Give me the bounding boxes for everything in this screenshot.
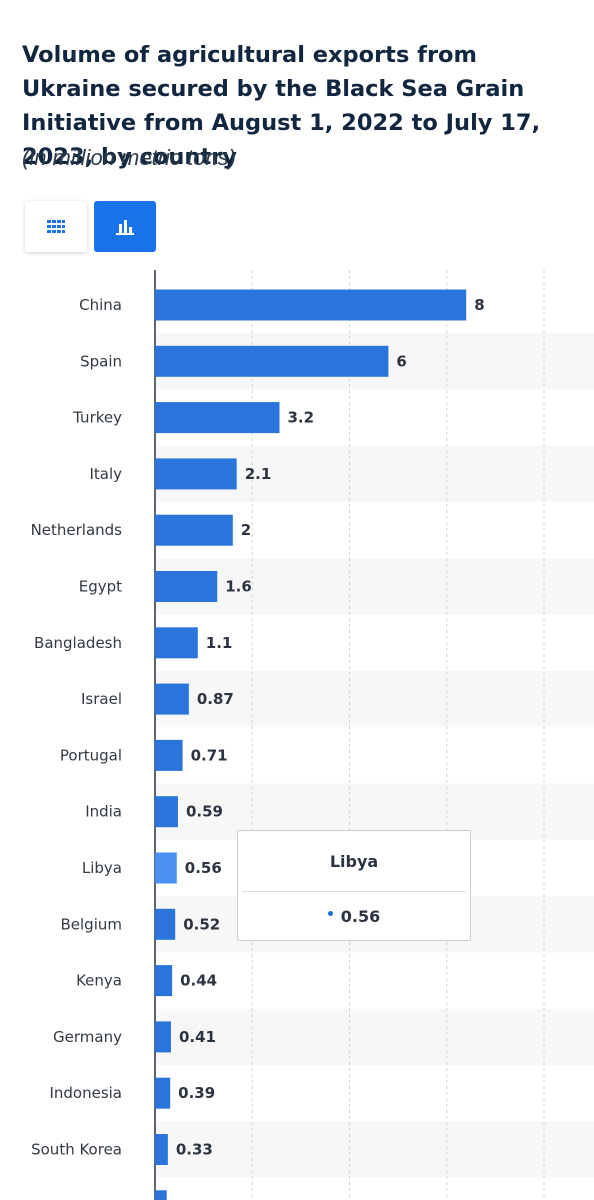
value-label: 2 bbox=[241, 521, 251, 539]
bar-south-korea[interactable] bbox=[155, 1134, 168, 1165]
value-label: 0.52 bbox=[183, 915, 220, 933]
category-label: South Korea bbox=[31, 1141, 122, 1159]
value-label: 6 bbox=[396, 352, 406, 370]
value-label: 0.44 bbox=[180, 972, 217, 990]
category-label: Libya bbox=[82, 859, 122, 877]
row-band bbox=[155, 558, 594, 615]
category-label: Turkey bbox=[72, 409, 122, 427]
bar-turkey[interactable] bbox=[155, 402, 280, 434]
value-label: 1.6 bbox=[225, 578, 252, 596]
category-label: Portugal bbox=[60, 746, 122, 764]
chart-subtitle: (in million metric tons) bbox=[22, 145, 236, 170]
chart-title: Volume of agricultural exports from Ukra… bbox=[22, 42, 541, 170]
chart-view-button[interactable] bbox=[94, 201, 156, 252]
category-label: Israel bbox=[81, 690, 122, 708]
category-label: Netherlands bbox=[31, 521, 123, 539]
value-label: 0.59 bbox=[186, 803, 223, 821]
value-label: 0.71 bbox=[191, 746, 228, 764]
series-dot-icon bbox=[327, 910, 333, 916]
bar-germany[interactable] bbox=[155, 1021, 171, 1053]
bar-portugal[interactable] bbox=[155, 739, 183, 771]
category-label: Belgium bbox=[61, 915, 123, 933]
value-label: 3.2 bbox=[287, 409, 314, 427]
bar-partial bbox=[155, 1190, 167, 1200]
value-label: 0.87 bbox=[197, 690, 234, 708]
category-label: Bangladesh bbox=[34, 634, 122, 652]
tooltip: Libya 0.56 bbox=[237, 830, 471, 941]
category-label: Italy bbox=[89, 465, 122, 483]
category-label: Spain bbox=[80, 352, 122, 370]
bar-spain[interactable] bbox=[155, 345, 389, 377]
category-label: Egypt bbox=[79, 578, 122, 596]
value-label: 1.1 bbox=[206, 634, 233, 652]
value-label: 8 bbox=[474, 296, 484, 314]
bar-libya[interactable] bbox=[155, 852, 177, 884]
row-band bbox=[155, 670, 594, 728]
bar-kenya[interactable] bbox=[155, 965, 173, 997]
value-label: 0.39 bbox=[178, 1084, 215, 1102]
category-label: Kenya bbox=[76, 972, 122, 990]
row-band bbox=[155, 1121, 594, 1178]
value-label: 0.56 bbox=[185, 859, 222, 877]
row-band bbox=[155, 1008, 594, 1066]
grid-icon bbox=[47, 219, 65, 233]
value-label: 0.33 bbox=[176, 1141, 213, 1159]
value-label: 2.1 bbox=[245, 465, 272, 483]
category-label: China bbox=[79, 296, 122, 314]
bar-italy[interactable] bbox=[155, 458, 237, 490]
tooltip-body: 0.56 bbox=[238, 892, 470, 940]
bar-netherlands[interactable] bbox=[155, 514, 233, 546]
tooltip-title: Libya bbox=[242, 831, 466, 892]
bar-chart: China 8 Spain 6 Turkey 3.2 Italy 2.1 Netherlands… bbox=[31, 270, 594, 1200]
category-label: India bbox=[85, 803, 122, 821]
table-view-button[interactable] bbox=[25, 201, 87, 252]
value-label: 0.41 bbox=[179, 1028, 216, 1046]
bar-china[interactable] bbox=[155, 289, 467, 321]
bar-indonesia[interactable] bbox=[155, 1077, 171, 1109]
bar-india[interactable] bbox=[155, 796, 178, 828]
bar-chart-icon bbox=[116, 219, 134, 235]
bar-belgium[interactable] bbox=[155, 908, 176, 940]
bar-egypt[interactable] bbox=[155, 571, 218, 602]
category-label: Indonesia bbox=[49, 1084, 122, 1102]
tooltip-value: 0.56 bbox=[340, 906, 381, 926]
bar-bangladesh[interactable] bbox=[155, 627, 198, 659]
category-label: Germany bbox=[53, 1028, 122, 1046]
bar-israel[interactable] bbox=[155, 683, 189, 715]
